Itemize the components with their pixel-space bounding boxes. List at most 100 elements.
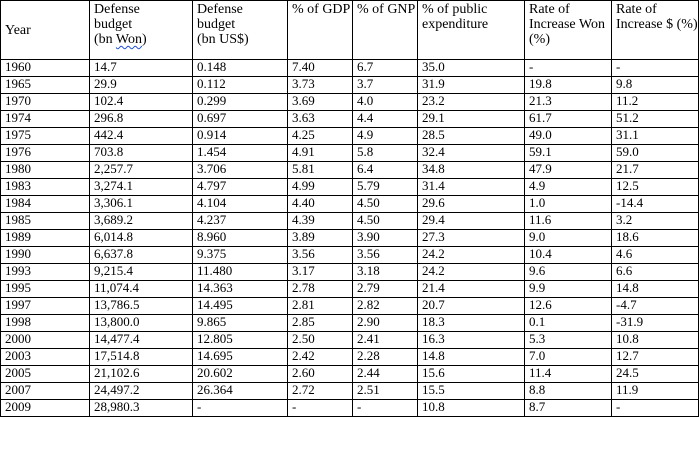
cell-rate-usd: 11.2 [611,93,699,111]
header-pct-gdp: % of GDP [287,0,353,60]
cell-rate-usd: 14.8 [611,280,699,298]
header-part: Defense [197,2,243,17]
cell-pct-gdp: 2.78 [287,280,353,298]
cell-pct-gdp: - [287,399,353,417]
cell-defense-won: 102.4 [89,93,193,111]
cell-rate-won: 47.9 [524,161,612,179]
cell-rate-usd: 24.5 [611,365,699,383]
cell-pct-gdp: 2.81 [287,297,353,315]
cell-defense-won: 14.7 [89,59,193,77]
cell-rate-usd: -14.4 [611,195,699,213]
cell-defense-won: 3,689.2 [89,212,193,230]
cell-year: 1984 [0,195,90,213]
cell-pct-public-expenditure: 15.5 [417,382,525,400]
cell-pct-gnp: 2.82 [352,297,418,315]
cell-defense-usd: 26.364 [192,382,288,400]
cell-defense-usd: 0.697 [192,110,288,128]
cell-pct-gnp: 4.9 [352,127,418,145]
cell-pct-gdp: 3.73 [287,76,353,94]
cell-year: 1983 [0,178,90,196]
cell-rate-won: 7.0 [524,348,612,366]
cell-defense-won: 21,102.6 [89,365,193,383]
cell-defense-won: 6,637.8 [89,246,193,264]
cell-rate-won: 9.0 [524,229,612,247]
cell-defense-usd: 4.104 [192,195,288,213]
cell-pct-public-expenditure: 35.0 [417,59,525,77]
cell-pct-gnp: 4.4 [352,110,418,128]
cell-rate-won: 61.7 [524,110,612,128]
cell-defense-usd: 0.148 [192,59,288,77]
table-row: 2009 28,980.3- - -10.8 8.7- [0,399,699,417]
cell-pct-public-expenditure: 29.1 [417,110,525,128]
cell-defense-usd: 3.706 [192,161,288,179]
cell-defense-won: 11,074.4 [89,280,193,298]
cell-pct-gnp: 2.28 [352,348,418,366]
cell-rate-won: 49.0 [524,127,612,145]
table-row: 1970 102.4 0.299 3.69 4.0 23.2 21.3 11.2 [0,93,699,111]
cell-rate-won: 10.4 [524,246,612,264]
cell-rate-won: 1.0 [524,195,612,213]
cell-defense-won: 703.8 [89,144,193,162]
cell-rate-won: 8.8 [524,382,612,400]
cell-rate-won: 5.3 [524,331,612,349]
header-part: ) [142,32,147,47]
header-part: Defense [94,2,140,17]
table-row: 2005 21,102.6 20.602 2.60 2.44 15.6 11.4 24.5 [0,365,699,383]
table-row: 1993 9,215.4 11.480 3.17 3.18 24.2 9.6 6.6 [0,263,699,281]
cell-pct-gdp: 5.81 [287,161,353,179]
defense-budget-table: Year Defense budget (bn Won) Defense budget… [0,0,699,417]
cell-defense-won: 13,800.0 [89,314,193,332]
cell-defense-usd: - [192,399,288,417]
cell-pct-gdp: 2.72 [287,382,353,400]
cell-pct-gnp: 2.90 [352,314,418,332]
cell-pct-gnp: - [352,399,418,417]
table-row: 2003 17,514.8 14.695 2.42 2.28 14.8 7.0 12.7 [0,348,699,366]
cell-pct-public-expenditure: 29.4 [417,212,525,230]
cell-rate-usd: 18.6 [611,229,699,247]
table-row: 1983 3,274.1 4.797 4.99 5.79 31.4 4.9 12.5 [0,178,699,196]
cell-pct-gnp: 3.56 [352,246,418,264]
table-row: 1989 6,014.8 8.960 3.89 3.90 27.3 9.0 18.6 [0,229,699,247]
cell-pct-gdp: 2.50 [287,331,353,349]
cell-pct-public-expenditure: 16.3 [417,331,525,349]
cell-rate-won: 8.7 [524,399,612,417]
cell-rate-usd: 12.5 [611,178,699,196]
cell-year: 1989 [0,229,90,247]
cell-year: 1993 [0,263,90,281]
table-row: 1985 3,689.2 4.237 4.39 4.50 29.4 11.6 3.2 [0,212,699,230]
cell-pct-gdp: 2.60 [287,365,353,383]
cell-pct-gnp: 4.50 [352,195,418,213]
cell-rate-won: 12.6 [524,297,612,315]
cell-rate-usd: 12.7 [611,348,699,366]
cell-year: 2007 [0,382,90,400]
cell-year: 2000 [0,331,90,349]
cell-year: 1976 [0,144,90,162]
cell-rate-usd: -4.7 [611,297,699,315]
cell-rate-won: 11.6 [524,212,612,230]
cell-defense-won: 3,306.1 [89,195,193,213]
cell-rate-usd: 31.1 [611,127,699,145]
cell-defense-usd: 9.375 [192,246,288,264]
cell-rate-usd: 3.2 [611,212,699,230]
cell-rate-won: 4.9 [524,178,612,196]
cell-defense-usd: 4.797 [192,178,288,196]
cell-pct-gdp: 3.69 [287,93,353,111]
cell-pct-gnp: 6.4 [352,161,418,179]
cell-year: 1995 [0,280,90,298]
cell-rate-usd: 11.9 [611,382,699,400]
cell-pct-gnp: 2.79 [352,280,418,298]
cell-pct-gnp: 3.90 [352,229,418,247]
cell-pct-public-expenditure: 28.5 [417,127,525,145]
cell-defense-won: 296.8 [89,110,193,128]
cell-rate-usd: 59.0 [611,144,699,162]
cell-defense-usd: 14.363 [192,280,288,298]
cell-pct-public-expenditure: 18.3 [417,314,525,332]
cell-pct-gnp: 6.7 [352,59,418,77]
cell-year: 1975 [0,127,90,145]
cell-pct-public-expenditure: 29.6 [417,195,525,213]
cell-year: 2009 [0,399,90,417]
cell-defense-usd: 11.480 [192,263,288,281]
header-rate-increase-won: Rate of Increase Won (%) [524,0,612,60]
cell-pct-public-expenditure: 31.9 [417,76,525,94]
cell-pct-gdp: 4.25 [287,127,353,145]
